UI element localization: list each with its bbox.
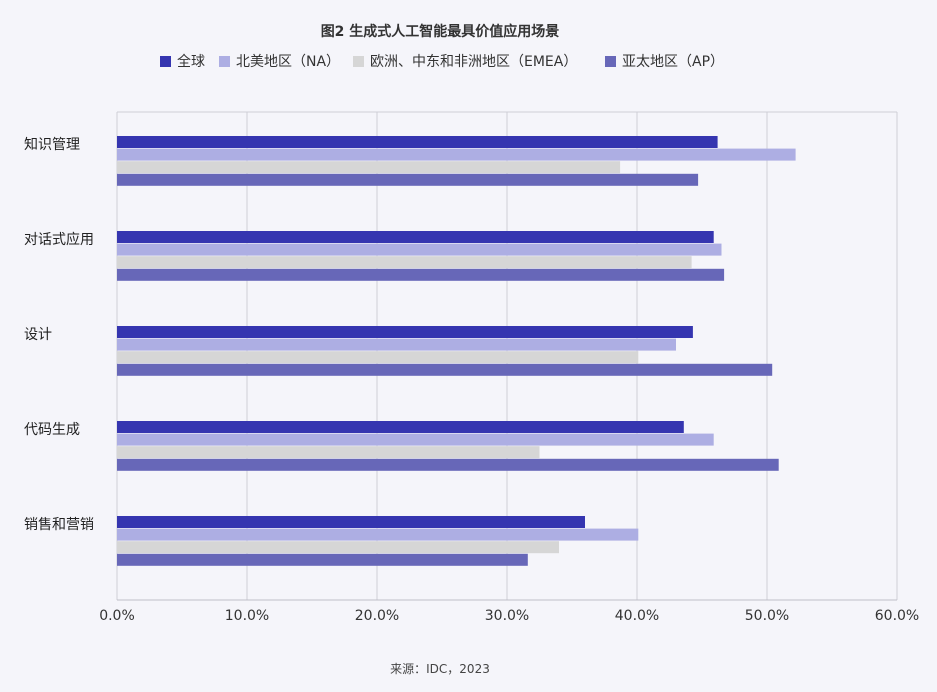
bar (117, 528, 639, 541)
bar-group (117, 516, 639, 566)
legend-item: 亚太地区（AP） (605, 54, 724, 70)
bar (117, 338, 676, 351)
bar (117, 363, 773, 376)
bar (117, 516, 585, 528)
bar-group (117, 231, 725, 281)
bar (117, 553, 528, 566)
bars (117, 136, 796, 566)
x-tick-labels: 0.0% 10.0% 20.0% 30.0% 40.0% 50.0% 60.0% (99, 608, 919, 624)
bar-group (117, 326, 773, 376)
category-label: 对话式应用 (24, 231, 94, 248)
legend-swatch (219, 56, 230, 67)
bar (117, 136, 718, 148)
x-tick-label: 50.0% (745, 608, 789, 624)
legend-swatch (605, 56, 616, 67)
bar (117, 231, 714, 243)
source-note: 来源：IDC，2023 (390, 662, 490, 676)
legend-item: 欧洲、中东和非洲地区（EMEA） (353, 54, 577, 70)
bar (117, 243, 722, 256)
bar (117, 446, 540, 459)
legend-swatch (160, 56, 171, 67)
legend-item: 全球 (160, 53, 205, 70)
bar (117, 421, 684, 433)
x-tick-label: 0.0% (99, 608, 135, 624)
x-tick-label: 10.0% (225, 608, 269, 624)
bar (117, 326, 693, 338)
bar-group (117, 421, 779, 471)
bar (117, 433, 714, 446)
bar (117, 173, 699, 186)
legend-swatch (353, 56, 364, 67)
bar (117, 541, 559, 554)
legend-label: 欧洲、中东和非洲地区（EMEA） (370, 54, 577, 70)
legend-label: 北美地区（NA） (236, 54, 340, 70)
chart-title: 图2 生成式人工智能最具价值应用场景 (321, 23, 560, 40)
x-tick-label: 30.0% (485, 608, 529, 624)
x-tick-label: 40.0% (615, 608, 659, 624)
category-label: 代码生成 (24, 422, 80, 438)
category-label: 销售和营销 (24, 517, 94, 533)
bar (117, 268, 725, 281)
bar (117, 458, 779, 471)
bar (117, 351, 639, 364)
legend-item: 北美地区（NA） (219, 54, 340, 70)
x-tick-label: 60.0% (875, 608, 919, 624)
legend: 全球 北美地区（NA） 欧洲、中东和非洲地区（EMEA） 亚太地区（AP） (160, 53, 724, 70)
bar (117, 256, 692, 269)
legend-label: 全球 (177, 53, 205, 70)
bar-group (117, 136, 796, 186)
bar (117, 148, 796, 161)
category-label: 知识管理 (24, 136, 80, 153)
bar (117, 161, 621, 174)
x-tick-label: 20.0% (355, 608, 399, 624)
legend-label: 亚太地区（AP） (622, 54, 724, 70)
category-label: 设计 (24, 327, 52, 343)
